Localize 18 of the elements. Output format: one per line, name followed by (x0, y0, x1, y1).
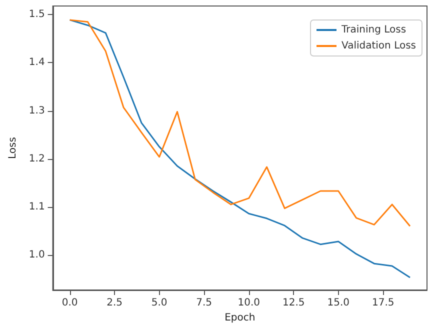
legend-label: Training Loss (340, 24, 406, 36)
x-tick-label: 15.0 (327, 298, 350, 308)
x-axis-title: Epoch (224, 312, 256, 324)
x-tick-label: 17.5 (372, 298, 394, 308)
y-tick-label: 1.5 (28, 9, 45, 20)
y-tick-label: 1.4 (28, 57, 45, 68)
y-axis-title: Loss (8, 137, 18, 159)
x-tick-label: 12.5 (282, 298, 305, 308)
y-tick-label: 1.3 (28, 105, 45, 116)
x-tick-label: 7.5 (196, 298, 212, 308)
x-tick-label: 2.5 (106, 298, 123, 308)
x-tick-label: 5.0 (151, 298, 168, 308)
y-tick-label: 1.0 (28, 249, 45, 260)
x-tick-label: 10.0 (238, 298, 260, 308)
legend-label: Validation Loss (342, 40, 416, 52)
y-tick-label: 1.1 (28, 201, 45, 212)
y-tick-label: 1.2 (28, 153, 45, 164)
x-tick-label: 0.0 (62, 298, 78, 308)
